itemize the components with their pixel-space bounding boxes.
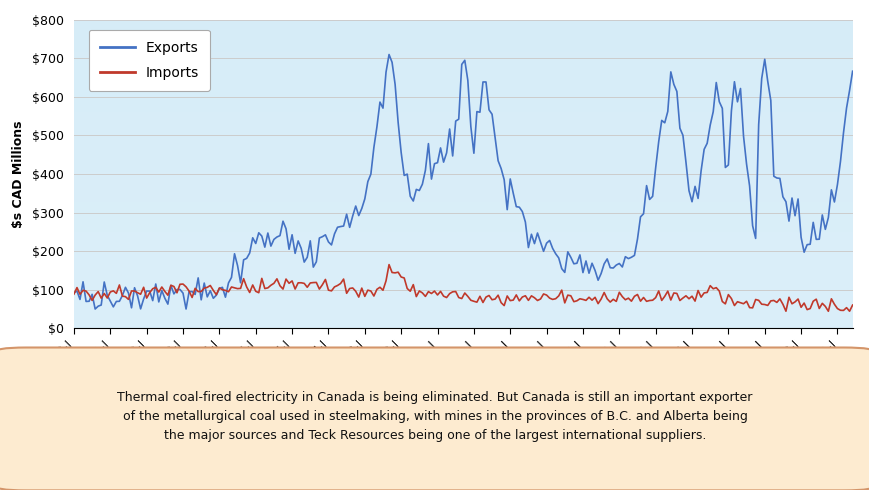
FancyBboxPatch shape: [0, 347, 869, 490]
Legend: Exports, Imports: Exports, Imports: [89, 29, 209, 91]
X-axis label: Year & Month: Year & Month: [409, 367, 516, 381]
Text: Thermal coal-fired electricity in Canada is being eliminated. But Canada is stil: Thermal coal-fired electricity in Canada…: [117, 391, 752, 442]
Y-axis label: $s CAD Millions: $s CAD Millions: [12, 120, 25, 228]
